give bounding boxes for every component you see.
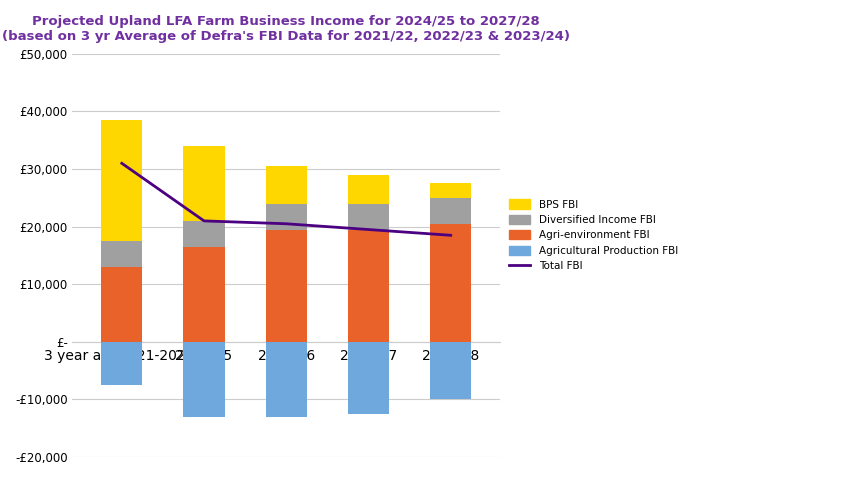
Bar (430, 224, 471, 342)
Bar (266, 204, 307, 229)
Bar (266, 342, 307, 417)
Bar (101, 267, 143, 342)
Bar (101, 241, 143, 267)
Bar (266, 229, 307, 342)
Legend: BPS FBI, Diversified Income FBI, Agri-environment FBI, Agricultural Production F: BPS FBI, Diversified Income FBI, Agri-en… (505, 195, 682, 276)
Bar (430, 342, 471, 399)
Bar (348, 229, 389, 342)
Bar (348, 204, 389, 229)
Title: Projected Upland LFA Farm Business Income for 2024/25 to 2027/28
(based on 3 yr : Projected Upland LFA Farm Business Incom… (3, 15, 570, 43)
Bar (430, 183, 471, 198)
Bar (266, 166, 307, 204)
Bar (430, 198, 471, 224)
Bar (184, 342, 224, 417)
Bar (101, 120, 143, 241)
Bar (101, 342, 143, 385)
Bar (348, 175, 389, 204)
Bar (184, 221, 224, 247)
Bar (348, 342, 389, 414)
Bar (184, 146, 224, 221)
Bar (184, 247, 224, 342)
